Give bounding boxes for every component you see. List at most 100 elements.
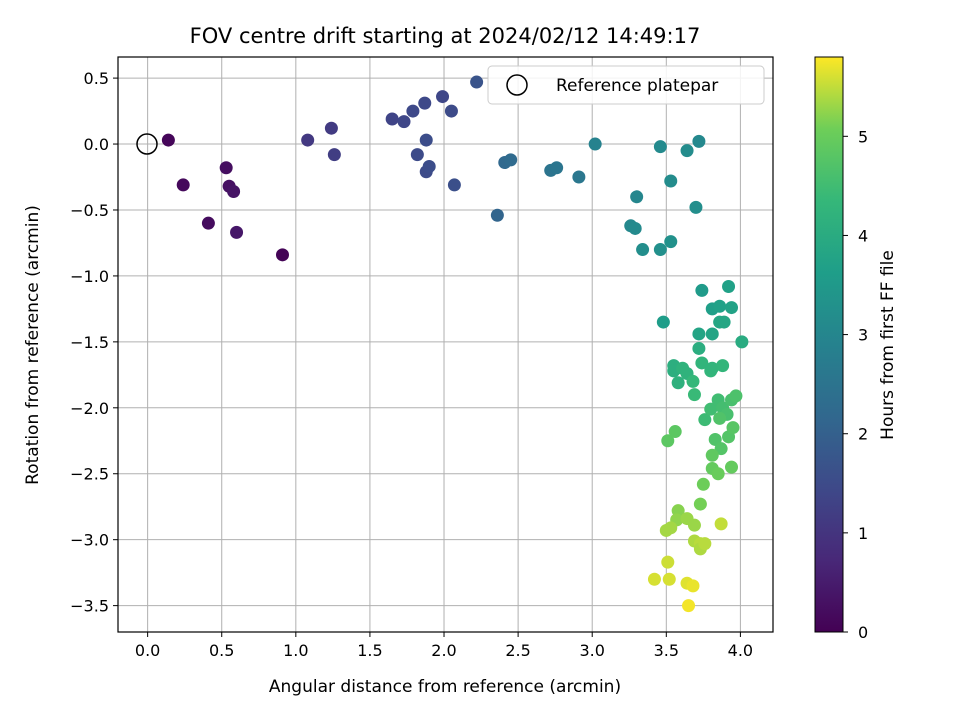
data-point [628,221,642,235]
data-point [572,170,586,184]
data-point [725,301,739,315]
data-point [695,283,709,297]
x-tick-label: 3.5 [654,641,679,660]
data-point [716,359,730,373]
colorbar-tick-label: 2 [858,425,868,444]
data-point [713,299,727,313]
legend-entry: Reference platepar [556,76,718,96]
data-point [397,115,411,129]
data-point [385,112,399,126]
x-tick-label: 4.0 [728,641,753,660]
x-tick-label: 2.5 [505,641,530,660]
colorbar-ticks: 0 1 2 3 4 5 [843,127,868,642]
data-point [418,96,432,110]
data-point [653,243,667,257]
data-point [714,442,728,456]
data-point [695,356,709,370]
colorbar-tick-label: 5 [858,127,868,146]
data-point [692,327,706,341]
colorbar-tick-label: 3 [858,326,868,345]
y-axis-label: Rotation from reference (arcmin) [23,205,43,485]
data-point [664,235,678,249]
data-point [671,376,685,390]
x-axis-label: Angular distance from reference (arcmin) [269,677,621,697]
data-point [693,497,707,511]
data-point [705,448,719,462]
y-tick-label: −3.5 [70,597,109,616]
y-tick-label: −2.0 [70,399,109,418]
data-point [686,579,700,593]
y-tick-label: −2.5 [70,465,109,484]
x-tick-label: 2.0 [431,641,456,660]
data-points [161,75,749,613]
data-point [714,517,728,531]
data-point [230,225,244,239]
data-point [698,413,712,427]
y-tick-label: 0.5 [84,69,109,88]
colorbar-tick-label: 4 [858,226,868,245]
data-point [686,374,700,388]
data-point [636,243,650,257]
data-point [664,521,678,535]
data-point [219,161,233,175]
data-point [735,335,749,349]
data-point [161,133,175,147]
data-point [668,425,682,439]
data-point [419,133,433,147]
y-tick-label: −1.5 [70,333,109,352]
data-point [722,279,736,293]
x-tick-label: 0.0 [135,641,160,660]
data-point [630,190,644,204]
data-point [726,421,740,435]
colorbar-tick-label: 0 [858,623,868,642]
data-point [588,137,602,151]
reference-marker [136,133,158,155]
x-tick-label: 3.0 [579,641,604,660]
data-point [324,121,338,135]
colorbar-gradient [814,56,844,633]
colorbar: 0 1 2 3 4 5 Hours from first FF file [814,56,898,642]
data-point [689,200,703,214]
data-point [692,341,706,355]
y-tick-label: −3.0 [70,531,109,550]
x-tick-label: 0.5 [209,641,234,660]
data-point [327,148,341,162]
data-point [680,144,694,158]
y-tick-label: −0.5 [70,201,109,220]
data-point [729,389,743,403]
colorbar-label: Hours from first FF file [878,250,898,440]
data-point [705,361,719,375]
data-point [436,90,450,104]
data-point [275,248,289,262]
data-point [470,75,484,89]
data-point [698,537,712,551]
data-point [661,555,675,569]
data-point [687,388,701,402]
y-axis-ticks: 0.5 0.0 −0.5 −1.0 −1.5 −2.0 −2.5 −3.0 −3.5 [70,69,118,616]
data-point [550,161,564,175]
data-point [647,572,661,586]
colorbar-tick-label: 1 [858,524,868,543]
y-tick-label: 0.0 [84,135,109,154]
legend: Reference platepar [487,65,765,105]
x-tick-label: 1.5 [357,641,382,660]
data-point [717,315,731,329]
data-point [406,104,420,118]
data-point [504,153,518,167]
data-point [444,104,458,118]
data-point [705,327,719,341]
data-point [664,174,678,188]
data-point [662,572,676,586]
data-point [201,216,215,230]
plot-frame [117,56,774,633]
data-point [653,140,667,154]
data-point [682,599,696,613]
data-point [725,460,739,474]
data-point [410,148,424,162]
chart-title: FOV centre drift starting at 2024/02/12 … [190,24,701,48]
data-point [692,134,706,148]
y-tick-label: −1.0 [70,267,109,286]
data-point [704,402,718,416]
data-point [713,411,727,425]
